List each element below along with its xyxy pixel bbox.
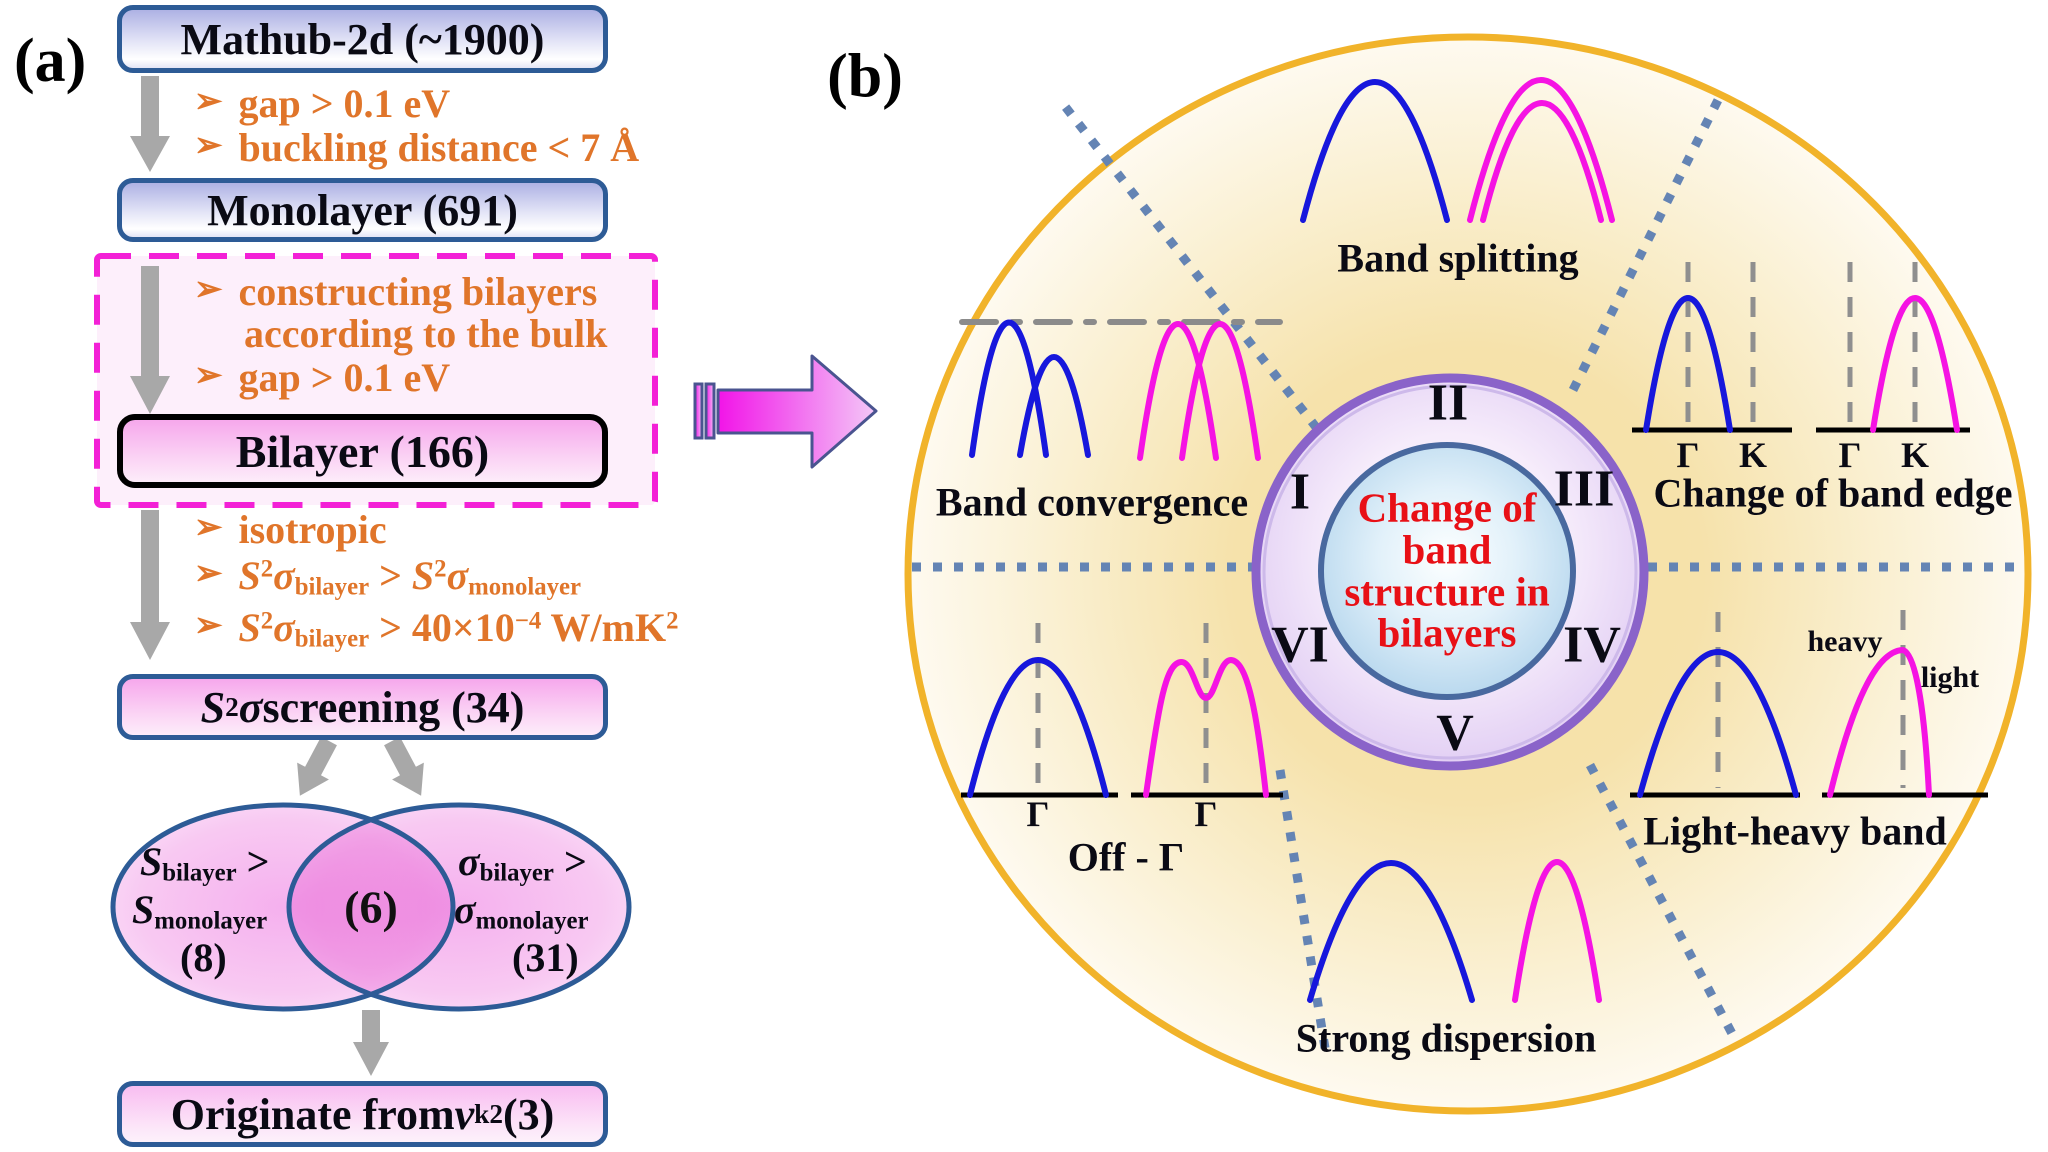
venn-left-circle <box>110 802 456 1012</box>
criterion-isotropic: ➢ isotropic <box>194 506 387 553</box>
sector-label-band-convergence: Band convergence <box>935 479 1249 525</box>
criterion-text: constructing bilayers <box>238 269 598 314</box>
ring-numeral-iv: IV <box>1563 616 1621 674</box>
criterion-powerfactor-threshold: ➢ S2σbilayer > 40×10−4 W/mK2 <box>194 604 678 653</box>
criterion-gap2: ➢ gap > 0.1 eV <box>194 354 450 401</box>
criterion-gap1: ➢ gap > 0.1 eV <box>194 80 450 127</box>
down-arrow-icon <box>353 1010 389 1076</box>
venn-right-count: (31) <box>512 935 579 980</box>
bullet-arrow-icon: ➢ <box>194 127 223 164</box>
sector-label-change-band-edge: Change of band edge <box>1653 470 2013 516</box>
box-monolayer: Monolayer (691) <box>117 178 608 242</box>
criterion-powerfactor-compare: ➢ S2σbilayer > S2σmonolayer <box>194 552 581 601</box>
venn-overlap-count: (6) <box>344 881 398 933</box>
off-gamma-curves <box>961 623 1283 798</box>
box-mathub: Mathub-2d (~1900) <box>117 5 608 73</box>
venn-left-line1: Sbilayer > <box>140 839 270 887</box>
criterion-text: according to the bulk <box>244 311 608 356</box>
down-arrow-icon <box>130 266 170 414</box>
bullet-arrow-icon: ➢ <box>194 271 223 308</box>
center-title-line: Change of <box>1357 484 1537 531</box>
panel-a-label: (a) <box>14 27 87 95</box>
venn-left-count: (8) <box>180 935 227 980</box>
kpoint-gamma-label: Γ <box>1194 794 1218 834</box>
ring-numeral-iii: III <box>1553 460 1615 518</box>
ring-numeral-vi: VI <box>1271 616 1329 674</box>
panel-b-label: (b) <box>827 42 903 111</box>
down-arrow-icon <box>130 76 170 172</box>
ring-numeral-v: V <box>1436 704 1474 762</box>
sector-label-off-gamma: Off - Γ <box>1067 834 1185 880</box>
panel-link-arrow-icon <box>693 354 878 469</box>
down-left-arrow-icon <box>297 736 337 796</box>
change-band-edge-curves <box>1632 262 1970 433</box>
ring-numeral-ii: II <box>1427 374 1469 432</box>
strong-dispersion-curves <box>1307 859 1602 1003</box>
ray-upper-left-icon <box>1056 97 1334 448</box>
sector-label-band-splitting: Band splitting <box>1337 235 1579 281</box>
kpoint-k-label: K <box>1738 435 1768 475</box>
bullet-arrow-icon: ➢ <box>194 83 223 120</box>
kpoint-gamma-label: Γ <box>1026 794 1050 834</box>
criterion-buckling: ➢ buckling distance < 7 Å <box>194 124 639 171</box>
kpoint-gamma-label: Γ <box>1676 435 1700 475</box>
ray-upper-right-icon <box>1568 89 1727 393</box>
down-right-arrow-icon <box>384 736 424 796</box>
criterion-text: gap > 0.1 eV <box>238 81 451 126</box>
band-convergence-curves <box>959 319 1283 461</box>
bullet-arrow-icon: ➢ <box>194 607 223 644</box>
ray-lower-left-icon <box>1275 769 1330 1049</box>
ring-numeral-i: I <box>1289 463 1311 521</box>
heavy-band-label: heavy <box>1807 625 1883 658</box>
sector-divider-dotted-rays <box>912 89 2022 1049</box>
flow-arrows <box>130 76 424 1076</box>
band-splitting-curves <box>1300 77 1615 223</box>
criterion-text: gap > 0.1 eV <box>238 355 451 400</box>
bullet-arrow-icon: ➢ <box>194 357 223 394</box>
venn-diagram <box>110 802 632 1012</box>
center-title: Change of band structure in bilayers <box>1344 487 1549 654</box>
sector-label-light-heavy: Light-heavy band <box>1643 808 1947 854</box>
light-band-label: light <box>1920 661 1980 694</box>
criterion-text: S2σbilayer > 40×10−4 W/mK2 <box>238 605 679 653</box>
venn-right-circle <box>286 802 632 1012</box>
sector-label-strong-dispersion: Strong dispersion <box>1295 1015 1597 1061</box>
criterion-text: S2σbilayer > S2σmonolayer <box>238 553 582 601</box>
center-core-circle <box>1318 442 1576 700</box>
box-bilayer: Bilayer (166) <box>117 414 608 488</box>
down-arrow-icon <box>130 510 170 660</box>
kpoint-k-label: K <box>1900 435 1930 475</box>
venn-right-line2: σmonolayer <box>454 887 589 935</box>
criterion-text: isotropic <box>238 507 387 552</box>
criterion-constructing: ➢ constructing bilayers <box>194 268 597 315</box>
criterion-constructing-line2: according to the bulk <box>244 310 607 357</box>
center-title-line: structure in <box>1344 568 1550 614</box>
venn-left-line2: Smonolayer <box>132 887 268 935</box>
bullet-arrow-icon: ➢ <box>194 509 223 546</box>
bullet-arrow-icon: ➢ <box>194 555 223 592</box>
criterion-text: buckling distance < 7 Å <box>238 125 640 170</box>
venn-right-line1: σbilayer > <box>458 839 587 887</box>
center-title-line: bilayers <box>1377 609 1517 656</box>
center-title-line: band <box>1402 526 1492 573</box>
kpoint-gamma-label: Γ <box>1838 435 1862 475</box>
light-heavy-band-curves <box>1630 610 1988 798</box>
